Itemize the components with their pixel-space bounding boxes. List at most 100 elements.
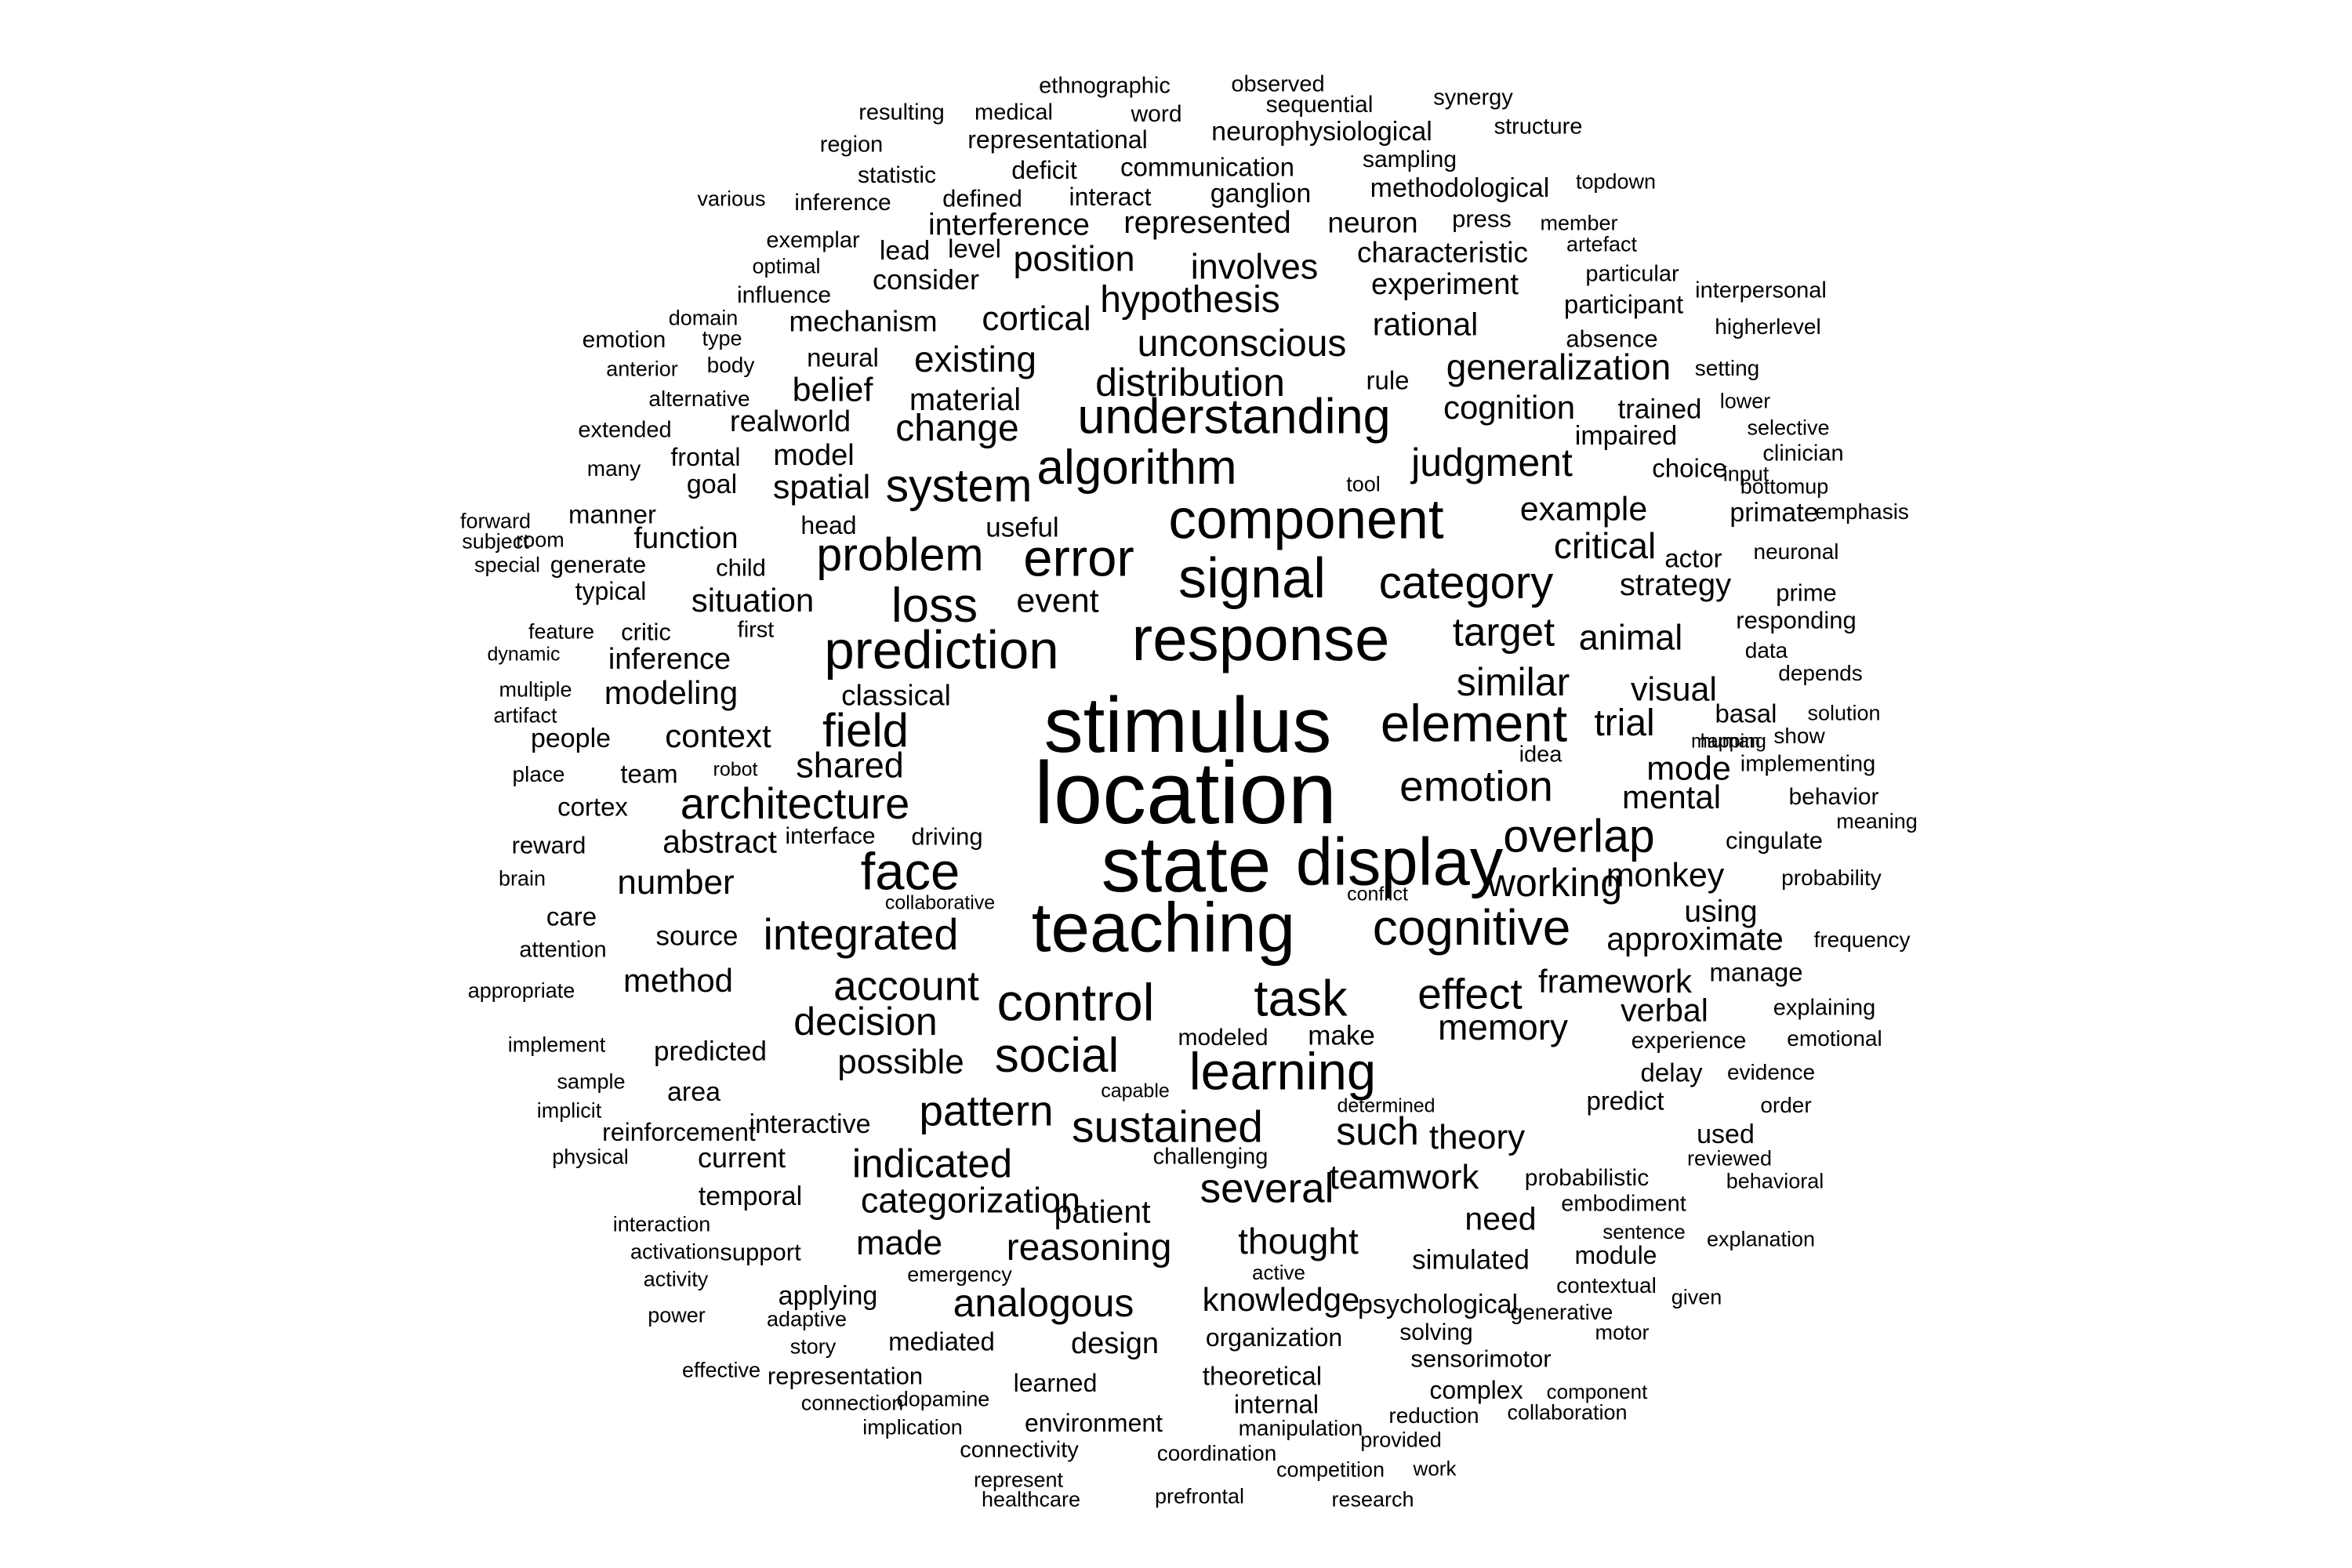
word-module: module: [1574, 1241, 1657, 1269]
word-research: research: [1331, 1487, 1414, 1512]
word-frequency: frequency: [1813, 927, 1911, 952]
word-synergy: synergy: [1433, 85, 1513, 111]
word-child: child: [716, 554, 766, 582]
word-material: material: [909, 383, 1022, 417]
word-setting: setting: [1694, 356, 1760, 380]
word-categorization: categorization: [860, 1180, 1081, 1221]
word-activity: activity: [643, 1267, 709, 1291]
word-emotional: emotional: [1787, 1026, 1882, 1051]
word-determined: determined: [1337, 1094, 1436, 1117]
word-loss: loss: [891, 579, 978, 633]
word-several: several: [1200, 1165, 1334, 1212]
word-data: data: [1744, 638, 1788, 662]
word-dynamic: dynamic: [487, 643, 561, 666]
word-sampling: sampling: [1362, 147, 1457, 172]
word-responding: responding: [1736, 606, 1857, 634]
word-element: element: [1380, 694, 1568, 753]
word-input: input: [1722, 462, 1769, 486]
word-area: area: [666, 1077, 721, 1107]
word-brain: brain: [498, 866, 546, 891]
word-such: such: [1336, 1109, 1419, 1153]
word-design: design: [1071, 1327, 1159, 1360]
word-display: display: [1295, 825, 1504, 900]
word-control: control: [996, 973, 1155, 1033]
word-resulting: resulting: [858, 100, 945, 125]
word-understanding: understanding: [1077, 389, 1391, 445]
word-behavior: behavior: [1788, 784, 1879, 810]
word-body: body: [706, 353, 755, 377]
word-state: state: [1101, 821, 1272, 909]
word-position: position: [1013, 238, 1135, 279]
word-goal: goal: [686, 470, 738, 499]
word-change: change: [895, 408, 1019, 449]
word-distribution: distribution: [1095, 361, 1285, 405]
word-communication: communication: [1120, 152, 1294, 182]
word-adaptive: adaptive: [766, 1307, 848, 1331]
word-support: support: [720, 1238, 801, 1266]
word-cortex: cortex: [557, 792, 628, 822]
word-source: source: [655, 920, 739, 952]
word-number: number: [617, 863, 735, 902]
word-many: many: [586, 456, 641, 481]
word-task: task: [1254, 969, 1348, 1027]
word-implement: implement: [507, 1033, 606, 1057]
word-work: work: [1413, 1457, 1457, 1480]
word-probability: probability: [1781, 866, 1882, 890]
word-error: error: [1023, 528, 1134, 588]
word-sensorimotor: sensorimotor: [1410, 1345, 1552, 1373]
word-belief: belief: [792, 371, 873, 409]
word-critical: critical: [1553, 525, 1657, 566]
word-member: member: [1540, 211, 1618, 235]
word-interactive: interactive: [749, 1109, 871, 1139]
word-environment: environment: [1024, 1409, 1163, 1437]
word-shared: shared: [796, 745, 904, 786]
word-selective: selective: [1747, 416, 1830, 440]
word-robot: robot: [713, 758, 758, 781]
word-field: field: [822, 704, 909, 757]
word-interaction: interaction: [612, 1212, 711, 1236]
word-deficit: deficit: [1011, 156, 1077, 184]
word-consider: consider: [872, 263, 980, 296]
word-explanation: explanation: [1706, 1227, 1816, 1251]
word-mapping: mapping: [1691, 730, 1766, 753]
word-active: active: [1252, 1261, 1305, 1284]
word-evidence: evidence: [1726, 1060, 1816, 1084]
word-useful: useful: [985, 512, 1059, 543]
word-power: power: [648, 1303, 706, 1327]
word-teaching: teaching: [1031, 887, 1296, 967]
word-appropriate: appropriate: [467, 978, 575, 1003]
word-verbal: verbal: [1621, 992, 1708, 1029]
word-bottomup: bottomup: [1740, 474, 1829, 499]
word-made: made: [855, 1224, 943, 1262]
word-solving: solving: [1399, 1319, 1473, 1345]
word-neuronal: neuronal: [1753, 539, 1839, 564]
word-situation: situation: [691, 582, 815, 619]
word-representational: representational: [967, 125, 1148, 154]
word-abstract: abstract: [662, 823, 777, 860]
word-lead: lead: [879, 236, 931, 266]
word-mode: mode: [1646, 750, 1731, 788]
word-approximate: approximate: [1606, 920, 1784, 957]
word-analogous: analogous: [953, 1281, 1134, 1325]
word-word: word: [1131, 101, 1182, 127]
word-connectivity: connectivity: [960, 1437, 1079, 1463]
word-hypothesis: hypothesis: [1100, 279, 1280, 321]
word-interact: interact: [1069, 183, 1152, 211]
word-region: region: [819, 132, 884, 158]
word-healthcare: healthcare: [981, 1487, 1081, 1512]
word-knowledge: knowledge: [1202, 1281, 1360, 1318]
word-implicit: implicit: [536, 1098, 602, 1123]
word-sustained: sustained: [1071, 1102, 1264, 1152]
word-press: press: [1452, 205, 1512, 233]
word-cortical: cortical: [982, 299, 1091, 338]
word-motor: motor: [1595, 1320, 1650, 1345]
word-basal: basal: [1715, 699, 1777, 728]
word-human: human: [1700, 730, 1761, 753]
word-order: order: [1760, 1093, 1812, 1117]
word-typical: typical: [575, 577, 647, 605]
word-statistic: statistic: [857, 162, 937, 188]
word-algorithm: algorithm: [1036, 441, 1237, 495]
word-signal: signal: [1178, 547, 1327, 610]
word-system: system: [885, 459, 1033, 512]
